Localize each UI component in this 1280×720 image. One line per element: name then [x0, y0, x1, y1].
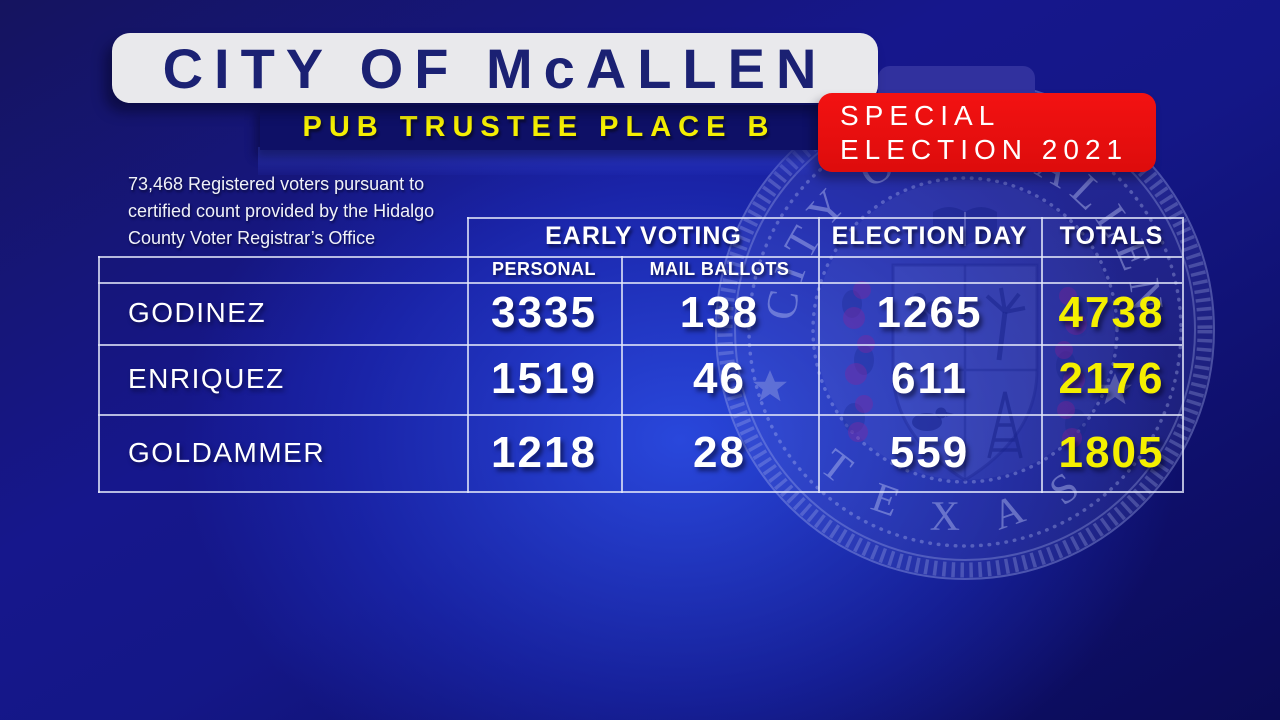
header-election-day: ELECTION DAY	[831, 222, 1028, 250]
votes-mail: 28	[693, 427, 746, 477]
header-early-voting: EARLY VOTING	[545, 222, 742, 250]
grid-line	[1182, 217, 1184, 493]
seal-shield	[891, 263, 1039, 482]
grid-line	[98, 414, 1182, 416]
votes-personal: 3335	[491, 288, 597, 337]
badge-line-2: ELECTION 2021	[840, 134, 1129, 165]
grid-line	[467, 217, 1182, 219]
candidate-name: GODINEZ	[128, 297, 267, 328]
votes-personal: 1218	[491, 427, 597, 477]
note-line-3: County Voter Registrar’s Office	[128, 228, 376, 248]
race-banner: PUB TRUSTEE PLACE B	[260, 105, 818, 150]
grid-line	[98, 344, 1182, 346]
seal-derrick-icon	[987, 391, 1023, 459]
special-election-badge: SPECIAL ELECTION 2021	[818, 93, 1156, 172]
title-banner: CITY OF McALLEN	[112, 33, 878, 103]
grid-line	[467, 217, 469, 493]
candidate-name: GOLDAMMER	[128, 436, 326, 468]
votes-election-day: 559	[889, 427, 970, 477]
votes-total: 4738	[1058, 288, 1165, 337]
subheader-mail-ballots: MAIL BALLOTS	[649, 258, 790, 279]
badge-line-1: SPECIAL	[840, 100, 1001, 131]
city-seal-watermark: CITY OF McALLEN TEXAS	[715, 80, 1215, 580]
seal-star-left-icon	[753, 370, 787, 402]
grid-line	[98, 256, 100, 493]
page-title: CITY OF McALLEN	[162, 36, 828, 100]
subheader-personal: PERSONAL	[491, 258, 596, 279]
registered-voters-note: 73,468 Registered voters pursuant to cer…	[128, 171, 434, 252]
seal-flowers-right	[1055, 287, 1088, 448]
votes-election-day: 611	[891, 354, 968, 403]
seal-palm-icon	[996, 311, 1008, 361]
race-title: PUB TRUSTEE PLACE B	[302, 111, 776, 143]
votes-total: 1805	[1058, 427, 1165, 477]
grid-line	[98, 282, 1182, 284]
note-line-2: certified count provided by the Hidalgo	[128, 201, 435, 221]
seal-flowers-left	[842, 281, 875, 442]
seal-cotton-icon	[912, 293, 940, 325]
votes-mail: 138	[679, 288, 760, 337]
header-totals: TOTALS	[1059, 222, 1164, 250]
seal-book-icon	[933, 207, 997, 246]
votes-mail: 46	[693, 354, 746, 403]
grid-line	[621, 256, 623, 493]
note-line-1: 73,468 Registered voters pursuant to	[128, 174, 425, 194]
candidate-name: ENRIQUEZ	[128, 363, 285, 394]
votes-total: 2176	[1058, 354, 1165, 403]
votes-election-day: 1265	[876, 288, 983, 337]
seal-star-right-icon	[1098, 373, 1132, 405]
grid-line	[98, 491, 1182, 493]
grid-line	[1041, 217, 1043, 493]
grid-line	[818, 217, 820, 493]
grid-line	[98, 256, 1182, 258]
votes-personal: 1519	[491, 354, 597, 403]
